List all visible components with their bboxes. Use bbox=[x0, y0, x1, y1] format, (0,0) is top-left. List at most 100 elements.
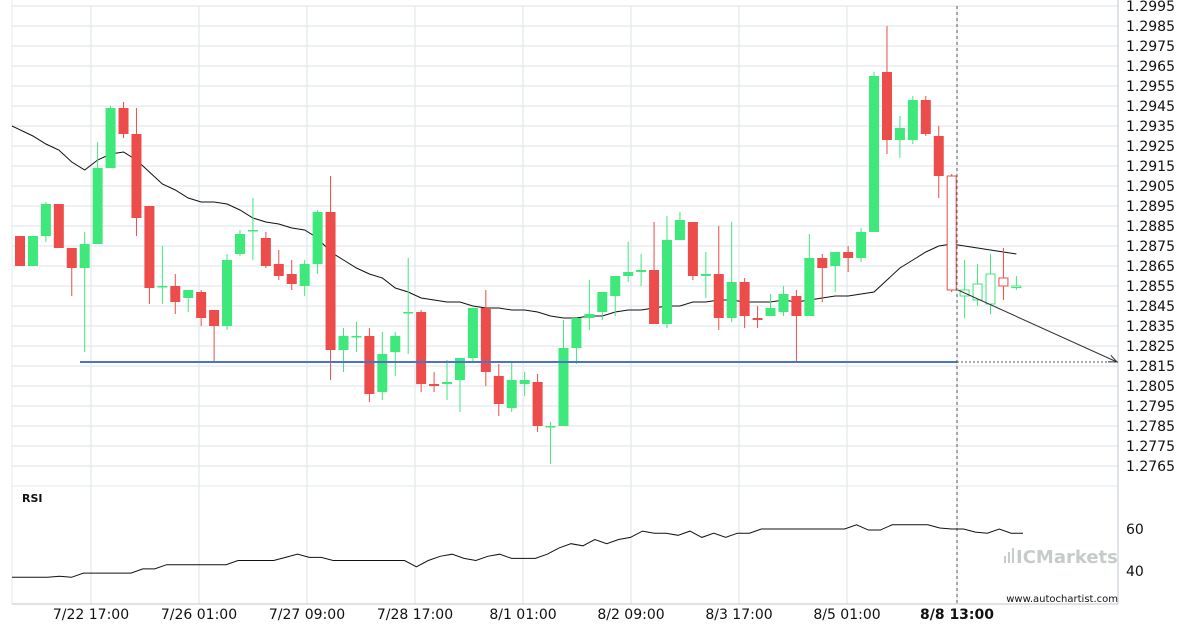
candle bbox=[27, 236, 38, 266]
candle-body bbox=[260, 238, 271, 266]
sma-line bbox=[11, 125, 1017, 319]
candle-body bbox=[273, 264, 284, 276]
candle bbox=[53, 204, 64, 248]
candle bbox=[247, 198, 258, 260]
candle-body bbox=[15, 236, 25, 266]
y-tick-label: 1.2825 bbox=[1126, 339, 1175, 355]
y-tick-label: 1.2805 bbox=[1126, 379, 1175, 395]
y-tick-label: 1.2815 bbox=[1126, 359, 1175, 375]
candle bbox=[700, 252, 711, 298]
candle bbox=[791, 290, 802, 362]
candle bbox=[79, 232, 90, 352]
candle bbox=[778, 286, 789, 316]
candle-body bbox=[649, 270, 660, 324]
candle-body bbox=[40, 204, 51, 236]
candle bbox=[532, 374, 543, 432]
candle-body bbox=[493, 376, 504, 404]
candle-body bbox=[299, 264, 310, 286]
candle bbox=[454, 358, 465, 412]
candle bbox=[273, 250, 284, 280]
candle-body bbox=[920, 100, 931, 134]
candle-body bbox=[92, 168, 103, 244]
candle bbox=[506, 362, 517, 412]
candle-body bbox=[558, 348, 569, 426]
grid bbox=[11, 0, 1119, 605]
x-tick-label: 8/3 17:00 bbox=[705, 607, 772, 623]
candle-body bbox=[519, 380, 530, 384]
candle bbox=[15, 236, 25, 266]
candle-body bbox=[946, 175, 957, 291]
candle bbox=[843, 246, 854, 272]
candle bbox=[894, 116, 905, 158]
pattern-overlay bbox=[80, 6, 1119, 604]
candle-body bbox=[869, 76, 880, 232]
candle-body bbox=[752, 318, 763, 320]
x-tick-label: 8/8 13:00 bbox=[920, 607, 994, 623]
candle-body bbox=[377, 354, 388, 392]
candle-body bbox=[416, 312, 427, 384]
rsi-line bbox=[12, 524, 1023, 578]
candle-body bbox=[247, 230, 258, 232]
candle bbox=[726, 222, 737, 322]
candle bbox=[442, 360, 453, 400]
x-tick-label: 8/5 01:00 bbox=[813, 607, 880, 623]
candle-body bbox=[118, 108, 129, 134]
candle-body bbox=[545, 426, 556, 428]
candle bbox=[920, 96, 931, 136]
candle-body bbox=[623, 272, 634, 276]
candle bbox=[338, 328, 349, 372]
y-tick-label: 1.2935 bbox=[1126, 119, 1175, 135]
candle bbox=[144, 206, 155, 304]
candle bbox=[946, 174, 957, 292]
candle bbox=[390, 332, 401, 376]
candle bbox=[623, 242, 634, 282]
branding: ICMarkets www.autochartist.com bbox=[1004, 547, 1118, 605]
candle-body bbox=[403, 312, 414, 314]
candle bbox=[545, 422, 556, 464]
candle-body bbox=[183, 290, 194, 298]
y-tick-label: 1.2915 bbox=[1126, 159, 1175, 175]
candle-body bbox=[739, 282, 750, 316]
candle-body bbox=[506, 380, 517, 408]
candle bbox=[183, 290, 194, 312]
candle bbox=[739, 278, 750, 328]
candle bbox=[157, 246, 168, 304]
candle-body bbox=[610, 276, 621, 296]
candle bbox=[209, 310, 220, 362]
candle bbox=[377, 332, 388, 400]
candle bbox=[817, 254, 828, 302]
rsi-title: RSI bbox=[22, 492, 43, 505]
x-tick-label: 8/1 01:00 bbox=[489, 607, 556, 623]
x-axis: 7/22 17:00 7/26 01:00 7/27 09:00 7/28 17:00… bbox=[53, 607, 994, 623]
candle-body bbox=[532, 382, 543, 426]
candle bbox=[933, 126, 944, 198]
rsi-tick-label: 40 bbox=[1126, 564, 1144, 580]
rsi-panel: RSI bbox=[12, 492, 1023, 578]
y-tick-label: 1.2965 bbox=[1126, 59, 1175, 75]
watermark-text: ICMarkets bbox=[1016, 547, 1118, 568]
candle bbox=[234, 230, 245, 256]
candle bbox=[416, 310, 427, 392]
candle-body bbox=[972, 283, 983, 301]
y-tick-label: 1.2945 bbox=[1126, 99, 1175, 115]
candle-body bbox=[390, 336, 401, 352]
candle bbox=[856, 228, 867, 262]
candle-body bbox=[830, 252, 841, 266]
y-tick-label: 1.2995 bbox=[1126, 0, 1175, 15]
candle bbox=[998, 248, 1009, 300]
candle bbox=[584, 280, 595, 330]
candle bbox=[196, 290, 207, 326]
rsi-tick-label: 60 bbox=[1126, 522, 1144, 538]
candle-body bbox=[170, 286, 181, 302]
candle-body bbox=[144, 206, 155, 288]
candle-body bbox=[804, 258, 815, 316]
candle-body bbox=[713, 274, 724, 318]
candle bbox=[66, 248, 77, 296]
y-tick-label: 1.2955 bbox=[1126, 79, 1175, 95]
candle-body bbox=[726, 282, 737, 318]
candle-body bbox=[351, 336, 362, 338]
candle-body bbox=[442, 382, 453, 384]
candle-body bbox=[286, 274, 297, 284]
x-tick-label: 7/26 01:00 bbox=[161, 607, 237, 623]
y-tick-label: 1.2765 bbox=[1126, 459, 1175, 475]
